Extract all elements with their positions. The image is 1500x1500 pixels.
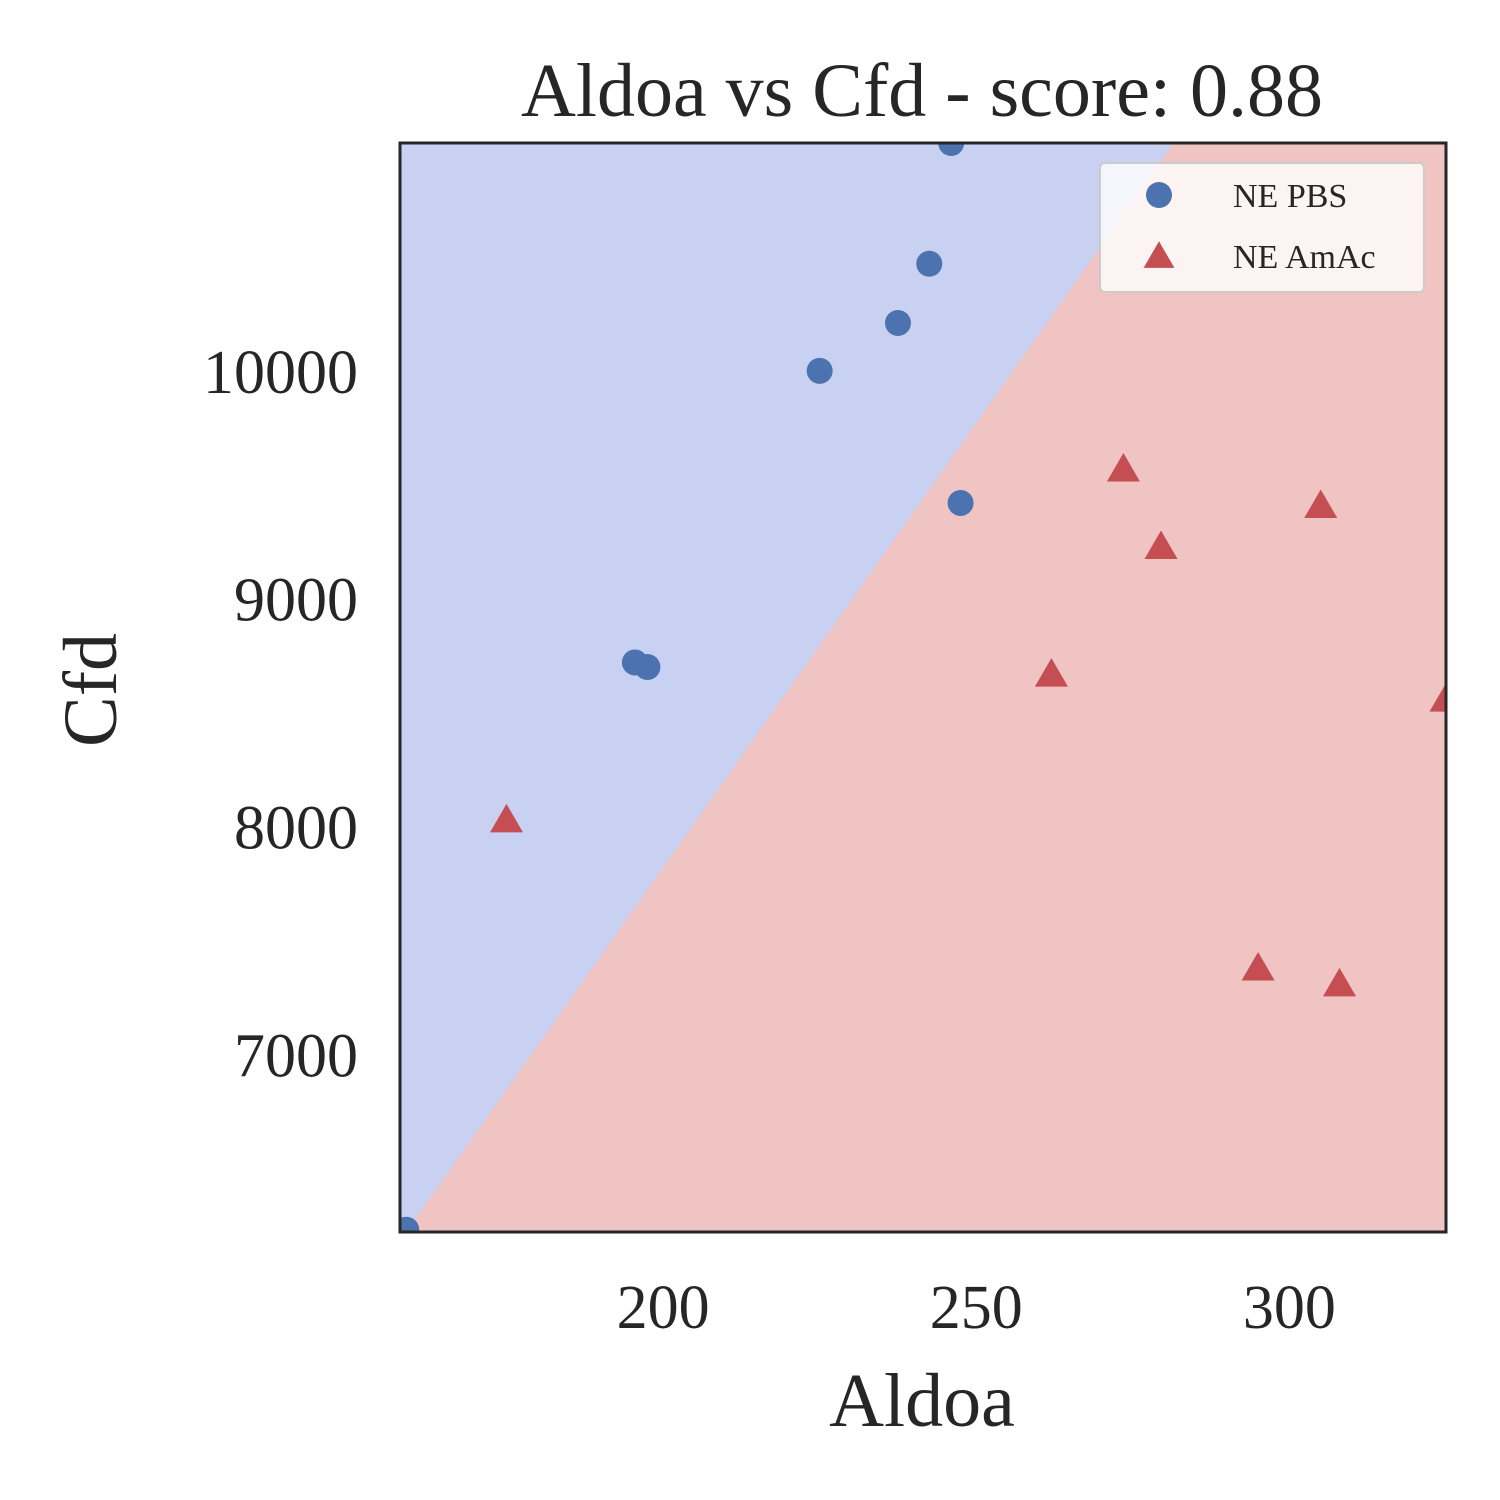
point-ne-amac-6 xyxy=(1323,967,1357,997)
y-tick-label: 10000 xyxy=(203,339,358,407)
data-points xyxy=(400,143,1446,1232)
point-ne-amac-4 xyxy=(1241,951,1275,981)
x-axis-ticks: 200 250 300 xyxy=(617,1274,1336,1342)
decision-regions xyxy=(400,143,1446,1232)
chart-title: Aldoa vs Cfd - score: 0.88 xyxy=(521,49,1323,133)
point-ne-amac-2 xyxy=(1106,453,1140,482)
point-ne-amac-5 xyxy=(1304,489,1338,518)
legend-label-ne-amac: NE AmAc xyxy=(1233,239,1376,276)
x-tick-label: 250 xyxy=(930,1274,1023,1342)
point-ne-amac-7 xyxy=(1429,683,1446,712)
x-axis-label: Aldoa xyxy=(829,1359,1015,1443)
x-tick-label: 300 xyxy=(1243,1274,1336,1342)
point-ne-amac-1 xyxy=(1034,658,1068,687)
point-ne-pbs-0 xyxy=(400,1216,420,1232)
region-ne-pbs xyxy=(400,143,1174,1232)
y-tick-label: 9000 xyxy=(234,567,358,635)
point-ne-pbs-4 xyxy=(884,309,911,336)
y-axis-ticks: 7000 8000 9000 10000 xyxy=(203,339,358,1090)
y-tick-label: 8000 xyxy=(234,794,358,862)
legend-box xyxy=(1099,162,1425,293)
point-ne-pbs-3 xyxy=(806,357,833,384)
legend-marker-ne-pbs xyxy=(1146,182,1172,208)
point-ne-amac-3 xyxy=(1144,530,1178,559)
point-ne-amac-0 xyxy=(489,803,523,833)
y-axis-label: Cfd xyxy=(49,633,133,747)
plot-frame xyxy=(398,141,1448,1234)
point-ne-pbs-7 xyxy=(947,489,974,516)
legend: NE PBS NE AmAc xyxy=(1099,162,1425,293)
y-tick-label: 7000 xyxy=(234,1022,358,1090)
point-ne-pbs-6 xyxy=(938,143,965,156)
x-tick-label: 200 xyxy=(617,1274,710,1342)
legend-marker-ne-amac xyxy=(1143,241,1175,268)
legend-label-ne-pbs: NE PBS xyxy=(1233,178,1347,215)
point-ne-pbs-2 xyxy=(634,653,661,680)
point-ne-pbs-5 xyxy=(916,250,943,277)
